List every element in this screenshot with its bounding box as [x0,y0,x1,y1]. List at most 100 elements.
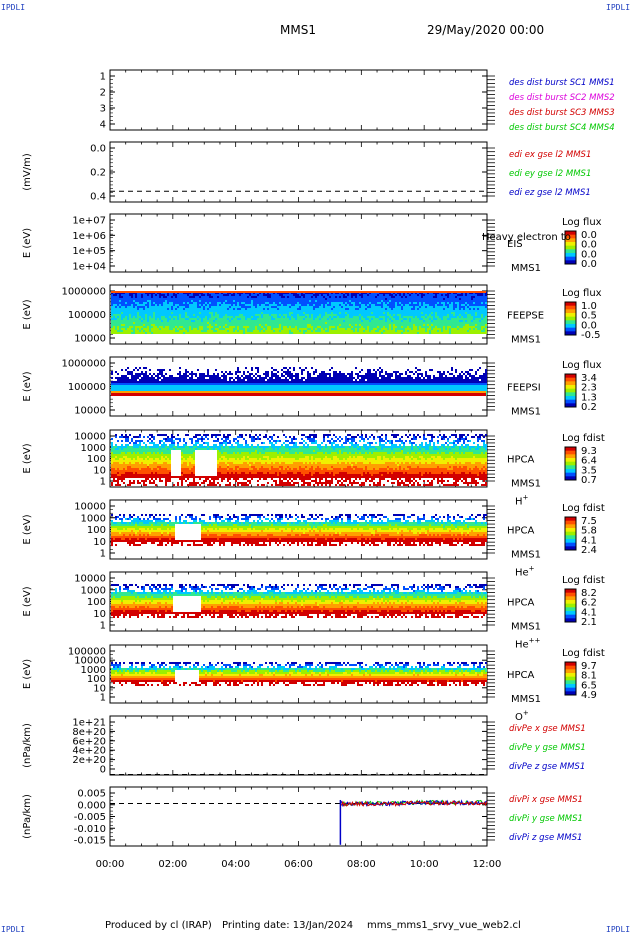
divpi-trace-red [340,799,488,808]
feepsi-colorbar-tick: 3.4 [581,373,597,384]
hpca-h-colorbar-frame [564,446,577,481]
feepse-ytick-label: 100000 [68,310,106,321]
footer-produced-by: Produced by cl (IRAP) [105,920,212,931]
footer-printing-date: Printing date: 13/Jan/2024 [222,920,354,931]
summary-plot: 1 2 3 4 des dist burst SC1 MMS1 des dist burs… [22,69,615,870]
datetime-title: 29/May/2020 00:00 [427,23,545,37]
feepse-colorbar-tick: -0.5 [581,330,601,341]
hpca-he-ytick-label: 1 [100,549,106,560]
edi-ytick-label: 0.4 [90,192,106,203]
eis-colorbar-band [565,245,576,250]
burst-ytick-label: 2 [100,88,106,99]
divpe-legend-entry: divPe y gse MMS1 [509,743,586,753]
hpca-h-ytick-label: 10000 [74,432,106,443]
divpe-frame [109,715,488,776]
divpe-ylabel: (nPa/km) [22,723,33,768]
hpca-o-colorbar-band [565,691,576,696]
eis-colorbar-tick: 0.0 [581,249,597,260]
divpi-legend-entry: divPi y gse MMS1 [509,814,583,824]
hpca-o-ytick-label: 1000 [81,665,106,676]
feepse-colorbar-band [565,331,576,336]
x-tick-label: 08:00 [347,859,376,870]
feepse-colorbar-band [565,302,576,307]
hpca-o-ylabel: E (eV) [22,659,33,689]
hpca-hepp-colorbar-title: Log fdist [562,575,605,586]
feepse-colorbar-band [565,324,576,329]
feepse-colorbar-title: Log flux [562,288,602,299]
hpca-o-colorbar-band [565,687,576,692]
eis-colorbar-band [565,238,576,243]
eis-ytick-label: 1e+04 [72,262,106,273]
hpca-he-colorbar-band [565,517,576,522]
hpca-h-colorbar-band [565,461,576,466]
hpca-o-colorbar-band [565,676,576,681]
edi-legend-entry: edi ey gse l2 MMS1 [509,169,591,179]
burst-ytick-label: 1 [100,72,106,83]
feepse-colorbar-band [565,313,576,318]
eis-colorbar-band [565,253,576,258]
feepse-colorbar-tick: 1.0 [581,301,597,312]
feepsi-ytick-label: 1000000 [61,359,106,370]
hpca-h-colorbar-band [565,447,576,452]
hpca-o-instrument-label: HPCA [507,670,535,681]
hpca-h-instrument-label: HPCA [507,455,535,466]
eis-colorbar-tick: 0.0 [581,240,597,251]
hpca-o-colorbar-title: Log fdist [562,648,605,659]
divpe-legend-entry: divPe z gse MMS1 [509,762,585,772]
hpca-he-species-label: He+ [515,565,535,579]
hpca-he-ytick-label: 1000 [81,513,106,524]
hpca-hepp-spacecraft-label: MMS1 [511,622,541,633]
x-axis: 00:00 02:00 04:00 06:00 08:00 10:00 12:00 [96,859,502,870]
feepsi-colorbar-frame [564,373,577,408]
x-tick-label: 04:00 [221,859,250,870]
hpca-he-colorbar-tick: 7.5 [581,516,597,527]
burst-legend-entry: des dist burst SC2 MMS2 [509,93,615,103]
divpi-ytick-label: -0.015 [74,836,106,847]
hpca-o-colorbar-tick: 8.1 [581,671,597,682]
hpca-he-ytick-label: 10000 [74,502,106,513]
divpi-frame [109,786,488,847]
hpca-he-instrument-label: HPCA [507,526,535,537]
divpe-ytick-label: 1e+21 [72,718,106,729]
eis-colorbar-frame [564,230,577,265]
hpca-h-colorbar-band [565,450,576,455]
hpca-h-colorbar-tick: 9.3 [581,446,597,457]
hpca-he-colorbar-band [565,528,576,533]
hpca-hepp-colorbar-tick: 6.2 [581,598,597,609]
hpca-he-colorbar-tick: 2.4 [581,545,597,556]
hpca-o-colorbar-band [565,680,576,685]
hpca-hepp-colorbar-band [565,618,576,623]
divpe-ytick-label: 0 [100,765,106,776]
corner-label-top-right: IPDLI [606,3,630,12]
feepsi-colorbar-tick: 2.3 [581,383,597,394]
hpca-o-colorbar-frame [564,661,577,696]
hpca-o-colorbar-band [565,669,576,674]
burst-ytick-label: 4 [100,120,106,131]
hpca-h-colorbar-band [565,454,576,459]
divpe-legend-entry: divPe x gse MMS1 [509,724,586,734]
feepsi-band-red [111,393,486,396]
x-tick-label: 06:00 [284,859,313,870]
feepse-colorbar-band [565,305,576,310]
eis-colorbar-tick: 0.0 [581,259,597,270]
edi-ytick-label: 0.2 [90,168,106,179]
edi-ytick-label: 0.0 [90,144,106,155]
divpe-ytick-label: 4e+20 [72,746,106,757]
feepsi-spacecraft-label: MMS1 [511,407,541,418]
hpca-o-species-label: O+ [515,709,529,723]
hpca-h-ytick-label: 1 [100,477,106,488]
hpca-h-colorbar-band [565,469,576,474]
eis-colorbar-title: Log flux [562,217,602,228]
feepsi-colorbar-band [565,377,576,382]
feepse-colorbar-tick: 0.0 [581,320,597,331]
eis-colorbar-band [565,260,576,265]
hpca-o-ytick-label: 10000 [74,656,106,667]
feepse-colorbar-tick: 0.5 [581,311,597,322]
hpca-he-spacecraft-label: MMS1 [511,550,541,561]
eis-ytick-label: 1e+06 [72,231,106,242]
feepsi-colorbar-band [565,385,576,390]
hpca-h-colorbar-title: Log fdist [562,433,605,444]
hpca-o-colorbar-band [565,673,576,678]
